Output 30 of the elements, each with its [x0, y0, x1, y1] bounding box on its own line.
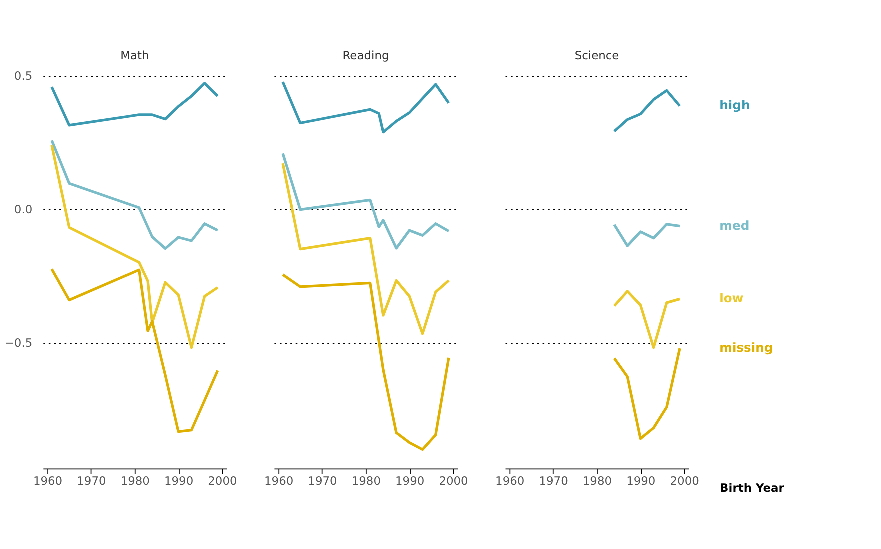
text: low	[720, 292, 744, 306]
line-series	[50, 82, 220, 127]
x-tick-label: 1960	[33, 474, 63, 488]
x-tick-label: 1970	[539, 474, 568, 488]
x-tick-label: 1980	[120, 474, 150, 488]
y-tick-label: −0.5	[4, 336, 33, 350]
x-tick-label: 1990	[626, 474, 656, 488]
chart-title: Math	[120, 48, 150, 63]
text: med	[720, 218, 750, 233]
chart-title: Reading	[342, 48, 390, 63]
x-tick-label: 1990	[164, 474, 194, 488]
x-tick-label: 1980	[352, 474, 381, 488]
y-tick-label: 0.0	[14, 202, 33, 216]
text: missing	[720, 341, 774, 356]
line-series	[50, 144, 220, 350]
chart-title: Science	[574, 48, 620, 63]
x-tick-label: 1960	[496, 474, 525, 488]
line-series	[50, 139, 220, 250]
line-series	[50, 268, 220, 434]
x-tick-label: 1990	[396, 474, 425, 488]
x-tick-label: 1980	[582, 474, 612, 488]
y-tick-label: 0.5	[14, 68, 33, 83]
text: high	[720, 98, 750, 113]
x-tick-label: 2000	[208, 474, 238, 488]
x-tick-label: 2000	[439, 474, 468, 488]
x-tick-label: 1960	[264, 474, 294, 488]
x-axis-title: Birth Year	[720, 481, 785, 496]
x-tick-label: 2000	[670, 474, 700, 488]
x-tick-label: 1970	[308, 474, 338, 488]
x-tick-label: 1970	[77, 474, 106, 488]
